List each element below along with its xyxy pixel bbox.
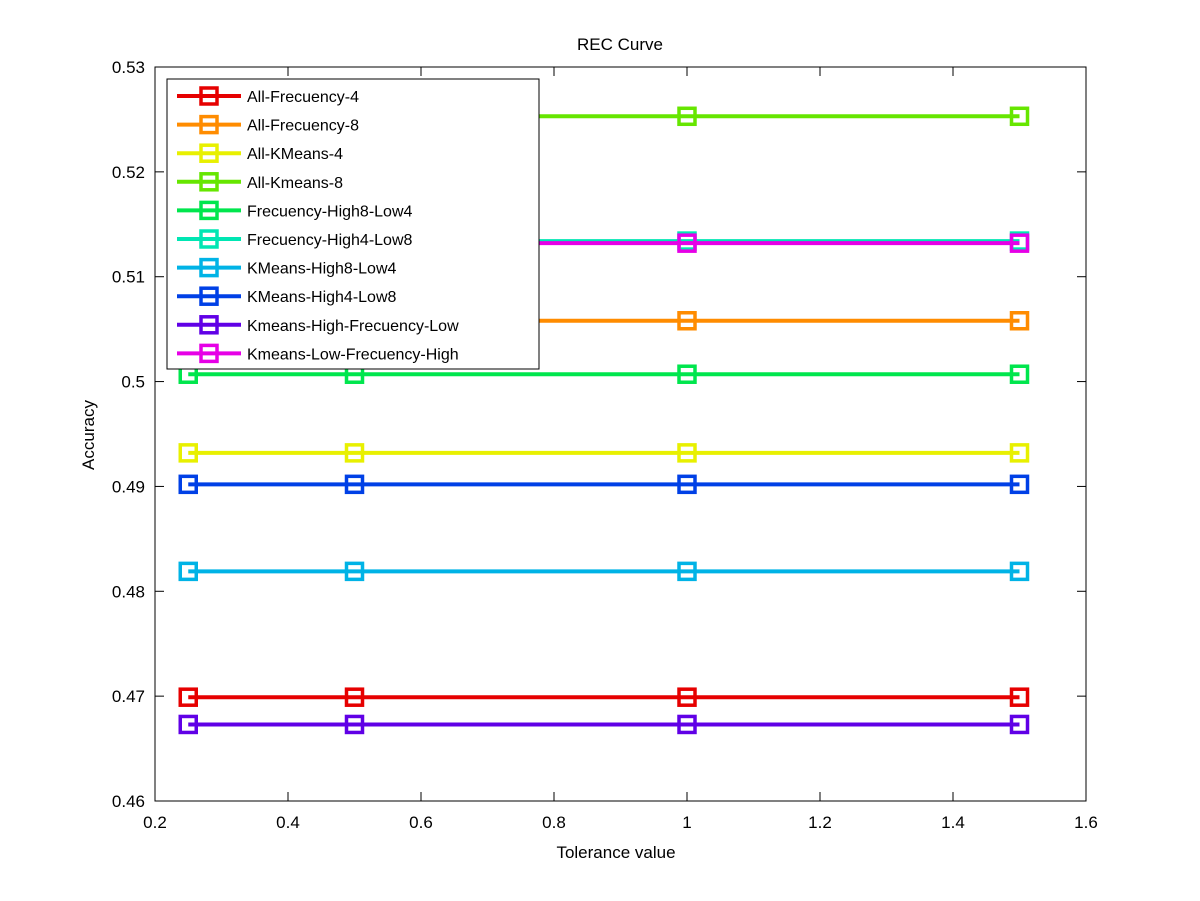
data-point-marker (1009, 561, 1030, 582)
data-point-marker (677, 106, 697, 127)
legend-label: All-KMeans-4 (247, 146, 343, 163)
data-point-marker (1009, 364, 1030, 384)
data-point-marker (677, 474, 697, 495)
data-point-marker (178, 474, 198, 495)
legend-label: All-Kmeans-8 (247, 175, 343, 192)
data-point-marker (344, 474, 365, 495)
data-point-marker (178, 561, 198, 582)
legend-entry-8: KMeans-High4-Low8 (177, 286, 397, 306)
legend-label: KMeans-High8-Low4 (247, 261, 397, 278)
data-point-marker (178, 443, 198, 463)
legend-marker (199, 315, 219, 335)
data-point-marker (1009, 443, 1030, 463)
y-tick-label: 0.48 (112, 582, 145, 601)
legend-entry-5: Frecuency-High8-Low4 (177, 200, 413, 221)
data-point-marker (1009, 474, 1030, 495)
legend-marker (199, 200, 219, 221)
legend-marker (199, 229, 219, 249)
x-tick-label: 1 (682, 813, 691, 832)
data-point-marker (344, 687, 365, 707)
data-point-marker (1009, 687, 1030, 707)
y-tick-label: 0.46 (112, 792, 145, 811)
data-point-marker (677, 687, 697, 707)
legend-entry-6: Frecuency-High4-Low8 (177, 229, 413, 249)
legend-label: Frecuency-High4-Low8 (247, 232, 413, 249)
legend-entry-9: Kmeans-High-Frecuency-Low (177, 315, 459, 335)
x-tick-label: 1.6 (1074, 813, 1098, 832)
data-point-marker (344, 561, 365, 582)
legend-entry-1: All-Frecuency-4 (177, 86, 359, 106)
data-point-marker (677, 443, 697, 463)
x-tick-label: 0.6 (409, 813, 433, 832)
data-point-marker (1009, 106, 1030, 127)
legend-label: All-Frecuency-8 (247, 118, 359, 135)
legend-entry-3: All-KMeans-4 (177, 143, 343, 163)
series-5 (178, 364, 1030, 384)
data-point-marker (178, 714, 198, 735)
data-point-marker (1009, 311, 1030, 331)
legend-marker (199, 114, 219, 135)
legend-label: Kmeans-High-Frecuency-Low (247, 318, 459, 335)
legend-entry-10: Kmeans-Low-Frecuency-High (177, 343, 459, 364)
legend-marker (199, 86, 219, 106)
legend-label: Frecuency-High8-Low4 (247, 203, 413, 220)
y-tick-label: 0.51 (112, 268, 145, 287)
legend-entry-7: KMeans-High8-Low4 (177, 257, 397, 278)
y-tick-label: 0.47 (112, 687, 145, 706)
x-tick-label: 0.4 (276, 813, 300, 832)
legend-label: All-Frecuency-4 (247, 89, 359, 106)
series-9 (178, 714, 1030, 735)
data-point-marker (677, 561, 697, 582)
legend-marker (199, 257, 219, 278)
x-tick-label: 1.4 (941, 813, 965, 832)
y-tick-label: 0.49 (112, 477, 145, 496)
y-tick-label: 0.5 (121, 373, 145, 392)
data-point-marker (677, 311, 697, 331)
legend-entry-4: All-Kmeans-8 (177, 172, 343, 192)
legend-marker (199, 286, 219, 306)
legend-box (166, 78, 540, 370)
data-point-marker (344, 714, 365, 735)
legend-label: KMeans-High4-Low8 (247, 289, 397, 306)
y-tick-label: 0.52 (112, 163, 145, 182)
x-axis-title: Tolerance value (556, 843, 675, 862)
axes-layer: 0.2 0.4 0.6 0.8 1 1.2 1.4 1.6 0.46 0.47 0.48 0.49 0.… (112, 58, 1098, 832)
legend: All-Frecuency-4 All-Frecuency-8 All-KMeans… (166, 78, 540, 370)
legend-marker (199, 343, 219, 364)
data-point-marker (178, 687, 198, 707)
chart-title: REC Curve (577, 35, 663, 54)
data-point-marker (677, 233, 697, 253)
legend-entry-2: All-Frecuency-8 (177, 114, 359, 135)
series-8 (178, 474, 1030, 495)
axes-frame (154, 66, 1087, 802)
data-point-marker (1009, 233, 1030, 253)
series-3 (178, 443, 1030, 463)
y-tick-label: 0.53 (112, 58, 145, 77)
data-point-marker (344, 443, 365, 463)
x-tick-label: 1.2 (808, 813, 832, 832)
series-7 (178, 561, 1030, 582)
x-tick-label: 0.8 (542, 813, 566, 832)
data-point-marker (677, 364, 697, 384)
legend-marker (199, 172, 219, 192)
data-point-marker (677, 714, 697, 735)
series-1 (178, 687, 1030, 707)
legend-label: Kmeans-Low-Frecuency-High (247, 346, 459, 363)
data-point-marker (1009, 714, 1030, 735)
legend-marker (199, 143, 219, 163)
x-tick-label: 0.2 (143, 813, 167, 832)
y-axis-title: Accuracy (79, 400, 98, 470)
